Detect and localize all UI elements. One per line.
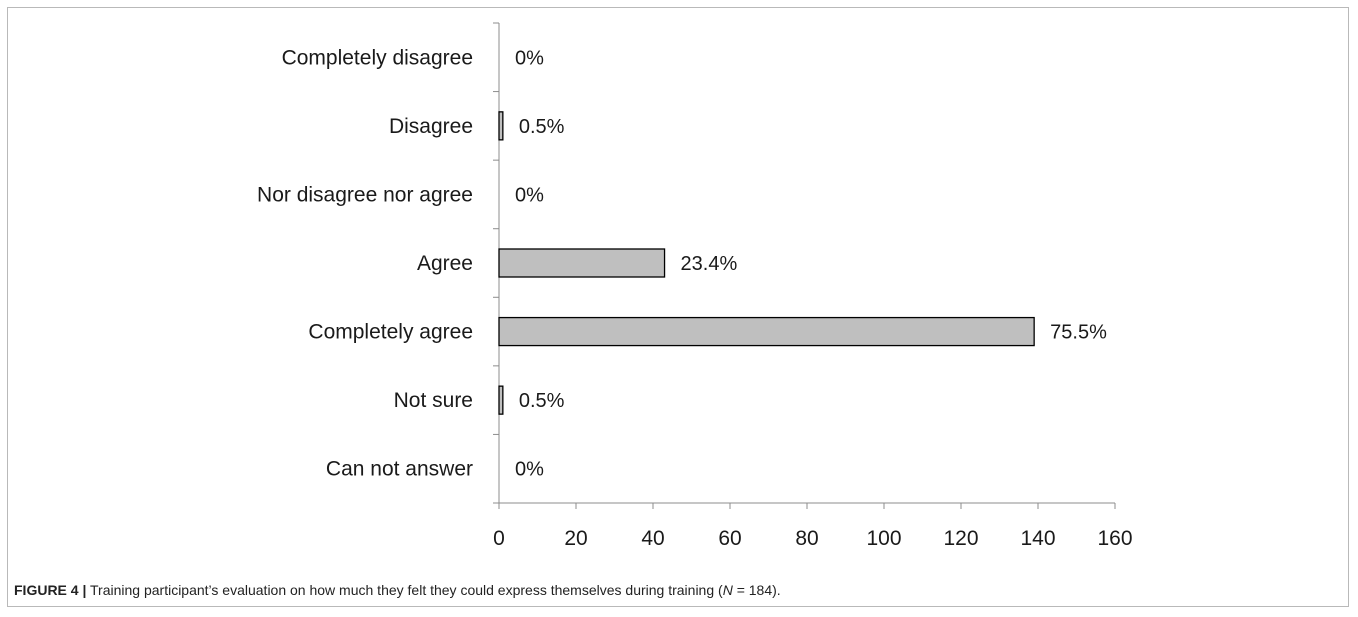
figure-caption: FIGURE 4 | Training participant’s evalua… — [14, 582, 781, 598]
bar — [498, 111, 504, 141]
bar — [498, 248, 666, 278]
data-label: 23.4% — [681, 253, 738, 275]
x-tick-label: 0 — [493, 527, 505, 550]
bar — [498, 385, 504, 415]
caption-n-symbol: N — [722, 582, 733, 598]
figure-number: FIGURE 4 | — [14, 582, 87, 598]
data-label: 0% — [515, 459, 544, 481]
data-label: 0.5% — [519, 116, 565, 138]
x-tick-label: 120 — [943, 527, 978, 550]
bar — [498, 316, 1035, 347]
figure-frame — [7, 7, 1349, 607]
x-axis: 0 20 40 60 80 100 120 140 160 — [493, 502, 1133, 550]
data-labels: 0% 0.5% 0% 23.4% 75.5% 0.5% 0% — [515, 47, 1107, 480]
x-tick-label: 100 — [866, 527, 901, 550]
data-label: 0% — [515, 47, 544, 69]
category-label: Can not answer — [326, 458, 473, 481]
category-label: Nor disagree nor agree — [257, 183, 473, 206]
data-label: 0.5% — [519, 390, 565, 412]
y-axis — [493, 22, 500, 504]
data-label: 0% — [515, 184, 544, 206]
bars — [498, 111, 1035, 415]
category-label: Completely agree — [308, 321, 473, 344]
caption-text: Training participant’s evaluation on how… — [86, 582, 723, 598]
data-label: 75.5% — [1050, 322, 1107, 344]
x-tick-label: 60 — [718, 527, 741, 550]
category-label: Not sure — [394, 389, 473, 412]
category-label: Disagree — [389, 115, 473, 138]
category-label: Agree — [417, 252, 473, 275]
x-tick-label: 140 — [1020, 527, 1055, 550]
caption-text-end: = 184). — [732, 582, 781, 598]
x-tick-label: 20 — [564, 527, 587, 550]
x-tick-label: 40 — [641, 527, 664, 550]
x-tick-label: 80 — [795, 527, 818, 550]
category-label: Completely disagree — [282, 46, 473, 69]
x-tick-label: 160 — [1097, 527, 1132, 550]
category-labels: Completely disagree Disagree Nor disagree … — [257, 46, 473, 480]
